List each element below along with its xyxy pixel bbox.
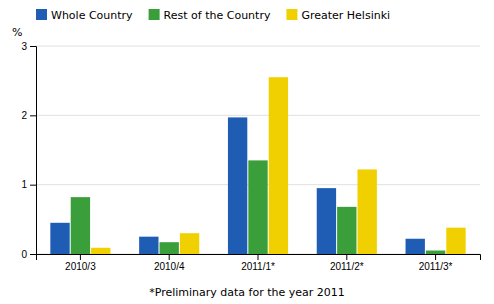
x-tick: 2011/1* xyxy=(241,254,275,272)
footnote: *Preliminary data for the year 2011 xyxy=(149,286,345,299)
x-axis: 2010/3 2010/4 2011/1* 2011/2* 2011/3* xyxy=(37,254,481,272)
x-tick: 2011/3* xyxy=(419,254,453,272)
x-tick-mark xyxy=(80,254,81,260)
y-tick: 3 xyxy=(21,41,36,52)
y-tick-label: 2 xyxy=(21,110,27,121)
legend-label: Rest of the Country xyxy=(164,9,271,22)
x-axis-line xyxy=(37,255,481,261)
bar xyxy=(139,237,158,254)
grid-line xyxy=(36,115,480,116)
legend-item: Greater Helsinki xyxy=(286,9,390,22)
bar xyxy=(228,117,247,254)
x-tick-label: 2010/3 xyxy=(65,261,96,272)
legend: Whole Country Rest of the Country Greater … xyxy=(36,9,390,22)
y-tick: 1 xyxy=(21,179,36,190)
x-tick-label: 2011/3* xyxy=(419,261,453,272)
chart: 0 1 2 3 2010/3 2010/4 2011/1* 2011/2* 2011/3*% Wh… xyxy=(0,0,494,304)
legend-item: Rest of the Country xyxy=(149,9,271,22)
bar xyxy=(269,77,288,254)
legend-label: Whole Country xyxy=(51,9,133,22)
y-tick-mark xyxy=(30,185,36,186)
x-tick-label: 2011/1* xyxy=(241,261,275,272)
bar-series xyxy=(91,77,466,254)
bar xyxy=(446,228,465,254)
y-tick-label: 3 xyxy=(21,41,27,52)
bar xyxy=(406,239,425,254)
x-tick-label: 2011/2* xyxy=(330,261,364,272)
plot: 0 1 2 3 2010/3 2010/4 2011/1* 2011/2* 2011/3* xyxy=(21,41,480,272)
legend-item: Whole Country xyxy=(36,9,133,22)
x-tick-mark xyxy=(346,254,347,260)
y-tick: 2 xyxy=(21,110,36,121)
legend-label: Greater Helsinki xyxy=(301,9,390,22)
bar xyxy=(337,207,356,254)
x-tick: 2011/2* xyxy=(330,254,364,272)
y-axis-line xyxy=(30,47,37,255)
y-tick-mark xyxy=(30,46,36,47)
y-tick-label: 0 xyxy=(21,249,27,260)
bar xyxy=(71,197,90,254)
bar xyxy=(160,242,179,254)
y-axis: 0 1 2 3 xyxy=(21,41,36,260)
legend-swatch xyxy=(36,9,47,20)
legend-swatch xyxy=(149,9,160,20)
x-tick: 2010/3 xyxy=(65,254,96,272)
grid-line xyxy=(36,46,480,47)
bar xyxy=(50,223,69,254)
grid xyxy=(36,46,480,254)
bars xyxy=(50,77,465,254)
y-tick-mark xyxy=(30,115,36,116)
bar-series xyxy=(71,160,446,254)
x-tick-mark xyxy=(169,254,170,260)
bar xyxy=(248,160,267,254)
bar-series xyxy=(50,117,425,254)
y-tick: 0 xyxy=(21,249,36,260)
x-tick-mark xyxy=(258,254,259,260)
y-tick-mark xyxy=(30,254,36,255)
bar xyxy=(357,169,376,254)
bar xyxy=(426,251,445,254)
y-label: % xyxy=(12,26,22,39)
x-tick-mark xyxy=(435,254,436,260)
bar xyxy=(91,248,110,254)
bar xyxy=(180,233,199,254)
legend-swatch xyxy=(286,9,297,20)
bar xyxy=(317,188,336,254)
y-tick-label: 1 xyxy=(21,179,27,190)
x-tick: 2010/4 xyxy=(154,254,185,272)
x-tick-label: 2010/4 xyxy=(154,261,185,272)
